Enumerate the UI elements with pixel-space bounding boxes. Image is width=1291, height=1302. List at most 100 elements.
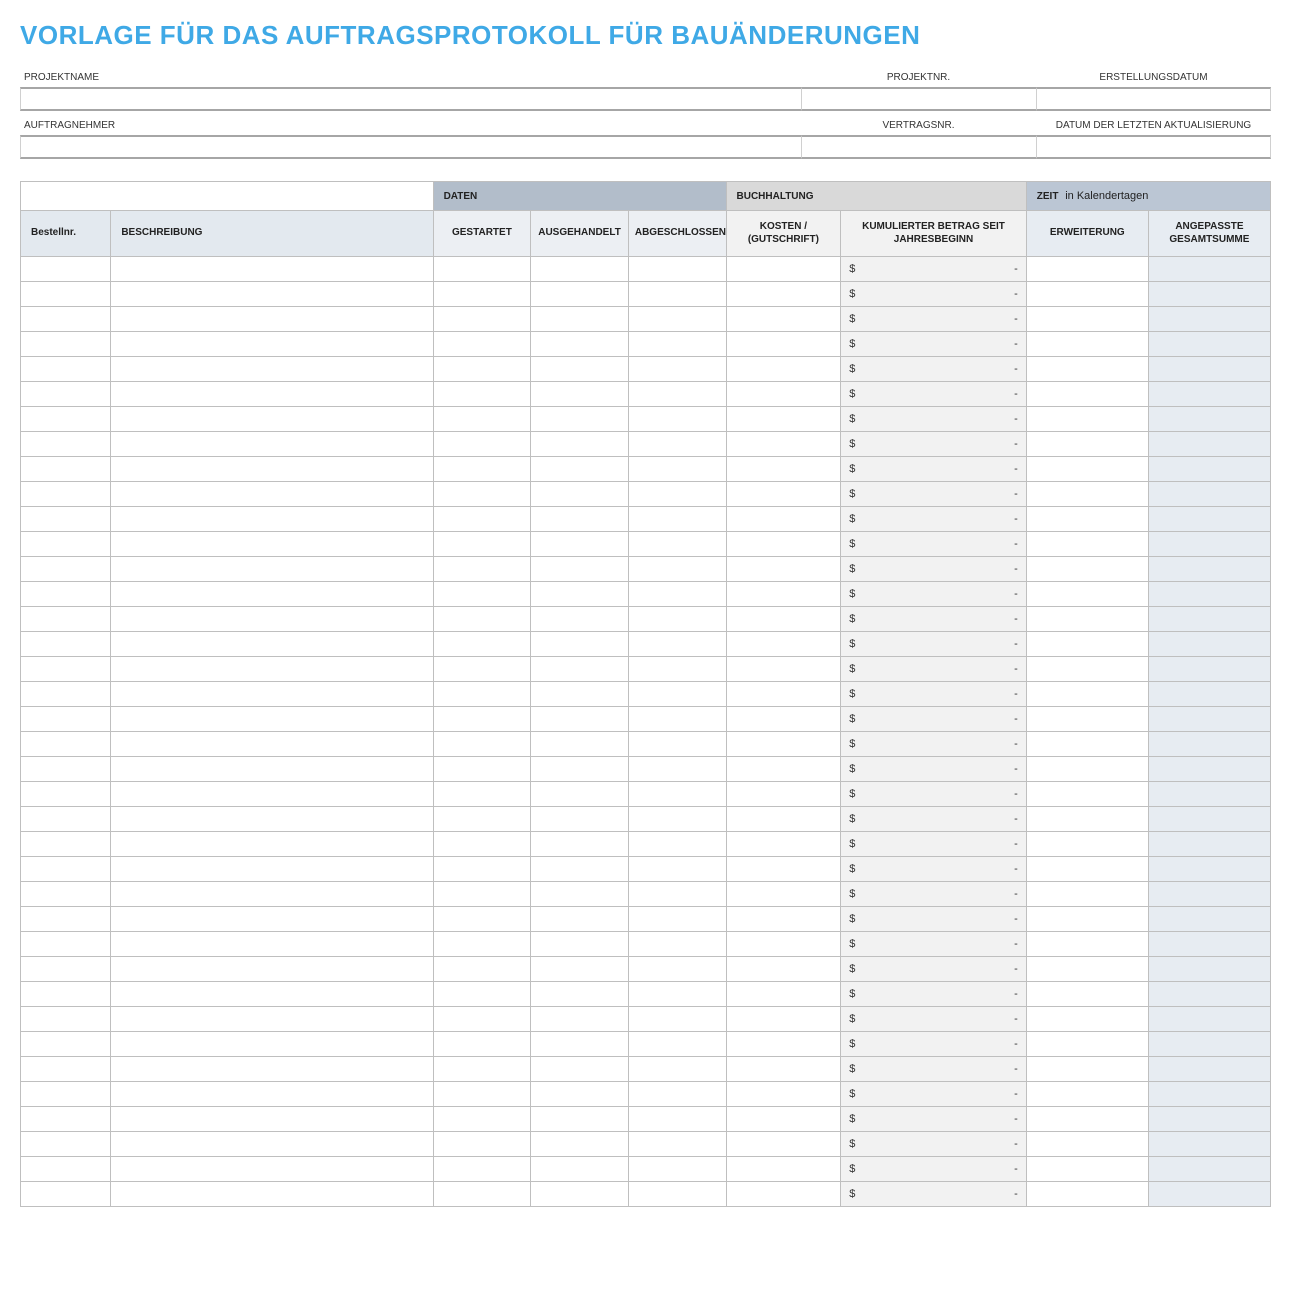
- cell-kosten[interactable]: [726, 1107, 841, 1132]
- cell-ausgehandelt[interactable]: [531, 782, 629, 807]
- cell-abgeschlossen[interactable]: [628, 732, 726, 757]
- cell-ausgehandelt[interactable]: [531, 657, 629, 682]
- cell-beschreibung[interactable]: [111, 782, 433, 807]
- cell-beschreibung[interactable]: [111, 557, 433, 582]
- cell-bestellnr[interactable]: [21, 407, 111, 432]
- cell-kosten[interactable]: [726, 282, 841, 307]
- cell-gestartet[interactable]: [433, 1082, 531, 1107]
- cell-erweiterung[interactable]: [1026, 682, 1148, 707]
- cell-kosten[interactable]: [726, 932, 841, 957]
- cell-abgeschlossen[interactable]: [628, 457, 726, 482]
- cell-beschreibung[interactable]: [111, 532, 433, 557]
- cell-bestellnr[interactable]: [21, 457, 111, 482]
- cell-erweiterung[interactable]: [1026, 1082, 1148, 1107]
- cell-abgeschlossen[interactable]: [628, 982, 726, 1007]
- cell-kosten[interactable]: [726, 682, 841, 707]
- cell-gestartet[interactable]: [433, 1132, 531, 1157]
- cell-kosten[interactable]: [726, 632, 841, 657]
- cell-beschreibung[interactable]: [111, 257, 433, 282]
- cell-gestartet[interactable]: [433, 1182, 531, 1207]
- cell-erweiterung[interactable]: [1026, 1157, 1148, 1182]
- cell-erweiterung[interactable]: [1026, 932, 1148, 957]
- cell-beschreibung[interactable]: [111, 282, 433, 307]
- cell-bestellnr[interactable]: [21, 282, 111, 307]
- cell-erweiterung[interactable]: [1026, 607, 1148, 632]
- cell-beschreibung[interactable]: [111, 832, 433, 857]
- cell-gestartet[interactable]: [433, 1157, 531, 1182]
- cell-erweiterung[interactable]: [1026, 507, 1148, 532]
- cell-ausgehandelt[interactable]: [531, 357, 629, 382]
- cell-beschreibung[interactable]: [111, 932, 433, 957]
- cell-gestartet[interactable]: [433, 257, 531, 282]
- cell-ausgehandelt[interactable]: [531, 257, 629, 282]
- cell-abgeschlossen[interactable]: [628, 482, 726, 507]
- cell-gestartet[interactable]: [433, 282, 531, 307]
- cell-bestellnr[interactable]: [21, 632, 111, 657]
- cell-bestellnr[interactable]: [21, 1032, 111, 1057]
- cell-beschreibung[interactable]: [111, 1082, 433, 1107]
- cell-beschreibung[interactable]: [111, 1007, 433, 1032]
- cell-abgeschlossen[interactable]: [628, 332, 726, 357]
- cell-ausgehandelt[interactable]: [531, 907, 629, 932]
- cell-bestellnr[interactable]: [21, 1057, 111, 1082]
- cell-kosten[interactable]: [726, 707, 841, 732]
- cell-ausgehandelt[interactable]: [531, 957, 629, 982]
- input-erstellungsdatum[interactable]: [1036, 87, 1271, 111]
- cell-beschreibung[interactable]: [111, 707, 433, 732]
- cell-gestartet[interactable]: [433, 1032, 531, 1057]
- cell-kosten[interactable]: [726, 432, 841, 457]
- cell-kosten[interactable]: [726, 1007, 841, 1032]
- cell-erweiterung[interactable]: [1026, 1107, 1148, 1132]
- cell-ausgehandelt[interactable]: [531, 457, 629, 482]
- cell-gestartet[interactable]: [433, 807, 531, 832]
- cell-beschreibung[interactable]: [111, 682, 433, 707]
- cell-erweiterung[interactable]: [1026, 382, 1148, 407]
- cell-abgeschlossen[interactable]: [628, 532, 726, 557]
- cell-gestartet[interactable]: [433, 507, 531, 532]
- cell-beschreibung[interactable]: [111, 1057, 433, 1082]
- cell-erweiterung[interactable]: [1026, 882, 1148, 907]
- cell-gestartet[interactable]: [433, 732, 531, 757]
- cell-abgeschlossen[interactable]: [628, 707, 726, 732]
- cell-bestellnr[interactable]: [21, 482, 111, 507]
- cell-bestellnr[interactable]: [21, 557, 111, 582]
- cell-ausgehandelt[interactable]: [531, 707, 629, 732]
- cell-beschreibung[interactable]: [111, 457, 433, 482]
- cell-erweiterung[interactable]: [1026, 857, 1148, 882]
- cell-gestartet[interactable]: [433, 332, 531, 357]
- cell-erweiterung[interactable]: [1026, 307, 1148, 332]
- cell-gestartet[interactable]: [433, 707, 531, 732]
- cell-erweiterung[interactable]: [1026, 1007, 1148, 1032]
- cell-ausgehandelt[interactable]: [531, 732, 629, 757]
- cell-beschreibung[interactable]: [111, 1107, 433, 1132]
- cell-gestartet[interactable]: [433, 757, 531, 782]
- cell-bestellnr[interactable]: [21, 882, 111, 907]
- cell-ausgehandelt[interactable]: [531, 382, 629, 407]
- cell-beschreibung[interactable]: [111, 382, 433, 407]
- cell-gestartet[interactable]: [433, 632, 531, 657]
- cell-erweiterung[interactable]: [1026, 632, 1148, 657]
- cell-erweiterung[interactable]: [1026, 332, 1148, 357]
- cell-erweiterung[interactable]: [1026, 732, 1148, 757]
- cell-gestartet[interactable]: [433, 932, 531, 957]
- cell-kosten[interactable]: [726, 657, 841, 682]
- cell-abgeschlossen[interactable]: [628, 1182, 726, 1207]
- cell-beschreibung[interactable]: [111, 632, 433, 657]
- cell-beschreibung[interactable]: [111, 357, 433, 382]
- cell-abgeschlossen[interactable]: [628, 507, 726, 532]
- input-vertragsnr[interactable]: [801, 135, 1036, 159]
- cell-abgeschlossen[interactable]: [628, 382, 726, 407]
- cell-gestartet[interactable]: [433, 457, 531, 482]
- cell-ausgehandelt[interactable]: [531, 1182, 629, 1207]
- cell-abgeschlossen[interactable]: [628, 632, 726, 657]
- cell-beschreibung[interactable]: [111, 607, 433, 632]
- cell-bestellnr[interactable]: [21, 707, 111, 732]
- input-auftragnehmer[interactable]: [20, 135, 801, 159]
- cell-abgeschlossen[interactable]: [628, 832, 726, 857]
- cell-ausgehandelt[interactable]: [531, 607, 629, 632]
- cell-abgeschlossen[interactable]: [628, 782, 726, 807]
- cell-bestellnr[interactable]: [21, 607, 111, 632]
- cell-gestartet[interactable]: [433, 832, 531, 857]
- cell-erweiterung[interactable]: [1026, 357, 1148, 382]
- cell-ausgehandelt[interactable]: [531, 482, 629, 507]
